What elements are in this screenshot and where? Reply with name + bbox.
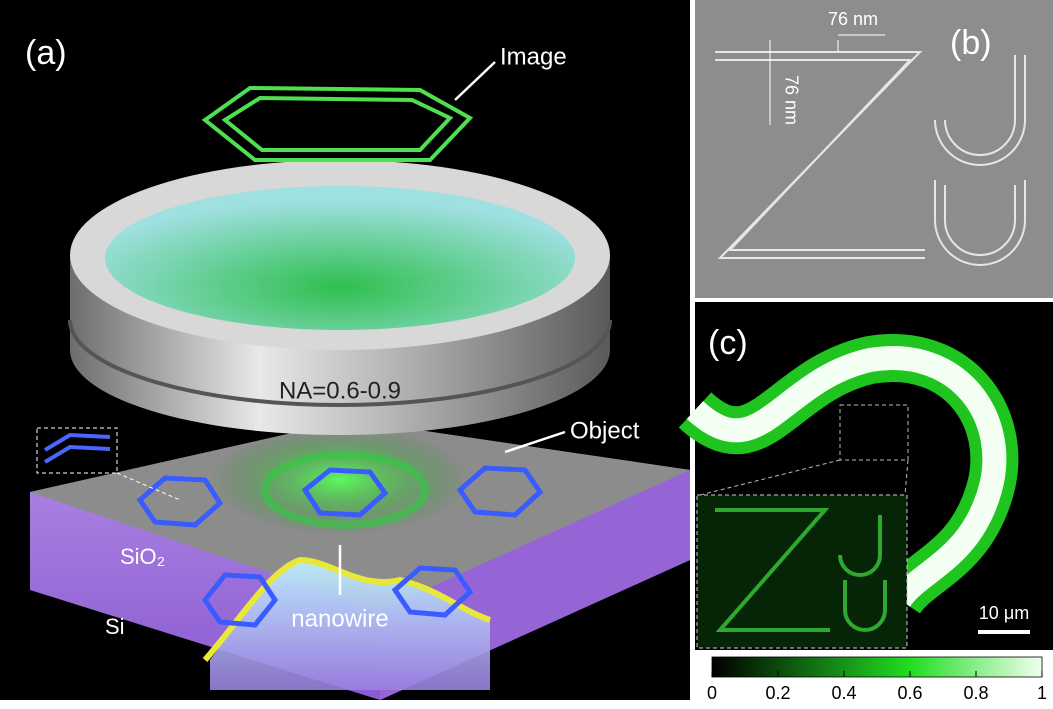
image-label: Image: [500, 43, 567, 70]
panel-c: 10 μm (c): [678, 302, 1053, 650]
dimension-label: 76 nm: [781, 75, 801, 125]
colorbar: [711, 656, 1043, 678]
nanowire-label: nanowire: [291, 605, 388, 632]
lens-label: NA=0.6-0.9: [279, 377, 401, 404]
layer-label: SiO₂: [120, 544, 165, 569]
colorbar-tick-label: 0.6: [897, 683, 922, 703]
object-label: Object: [570, 417, 640, 444]
colorbar-tick-label: 1: [1037, 683, 1047, 703]
panel-label: (a): [25, 34, 67, 72]
scale-bar-label: 10 μm: [979, 603, 1029, 623]
panel-a: (a) Image NA=0.6-0.9 Object SiO₂ Si nano…: [0, 0, 690, 700]
colorbar-tick-label: 0.2: [765, 683, 790, 703]
panel-label: (c): [708, 324, 748, 362]
colorbar-tick-label: 0.8: [963, 683, 988, 703]
panel-b: 76 nm 76 nm (b): [695, 0, 1053, 298]
colorbar-tick-label: 0: [707, 683, 717, 703]
panel-label: (b): [950, 24, 992, 62]
colorbar-tick-label: 0.4: [831, 683, 856, 703]
layer-label: Si: [105, 614, 125, 639]
dimension-label: 76 nm: [828, 9, 878, 29]
